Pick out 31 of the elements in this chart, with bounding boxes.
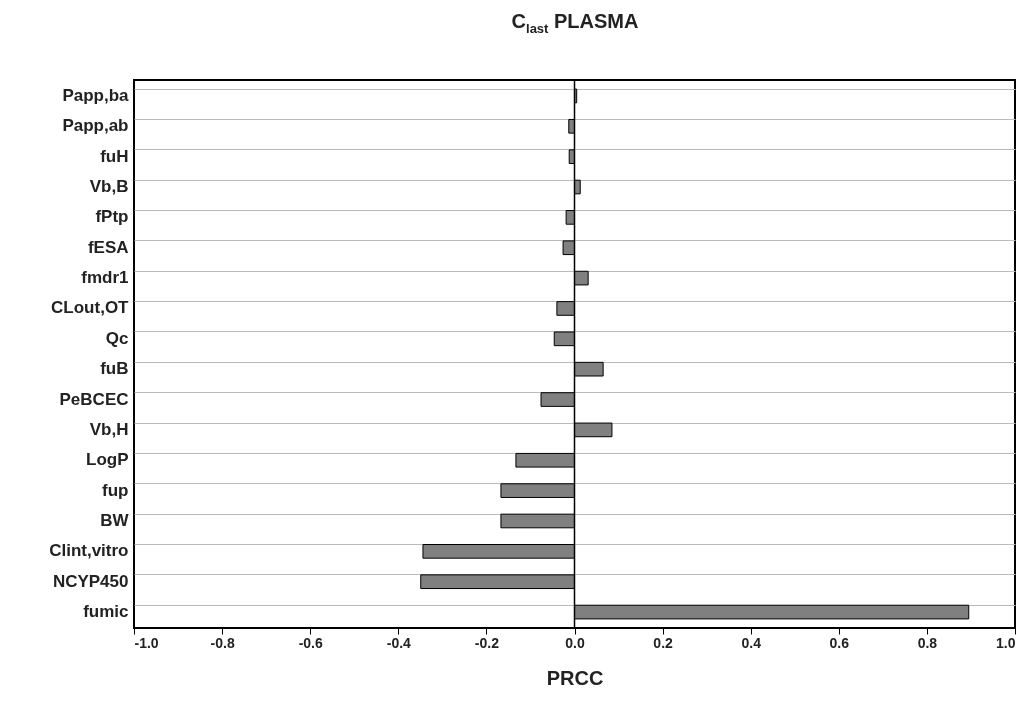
y-tick-label: fuB [100,359,129,379]
x-tick-label: 1.0 [996,634,1016,651]
y-tick-label: Clint,vitro [49,541,129,561]
x-tick-label: 0.0 [565,634,585,651]
y-tick-label: Papp,ab [62,116,129,136]
x-tick-label: -0.8 [210,634,235,651]
y-tick-label: Qc [105,328,129,348]
x-tick-label: -0.2 [474,634,500,651]
y-tick-label: Vb,B [89,177,129,197]
y-tick-label: BW [100,510,130,530]
x-tick-label: -0.6 [298,634,323,651]
x-tick-label: 0.8 [917,634,938,651]
x-tick-label: 0.4 [741,634,762,651]
y-tick-label: Papp,ba [62,85,130,105]
x-tick-label: -0.4 [386,634,412,651]
y-tick-label: PeBCEC [59,389,129,409]
x-tick-label: -1.0 [134,634,159,651]
y-tick-label: CLout,OT [51,298,130,318]
y-tick-label: fmdr1 [81,268,129,288]
y-tick-label: fESA [87,237,129,257]
x-tick-label: 0.6 [829,634,850,651]
chart-title: C$_{last}$ PLASMA [510,10,640,36]
x-tick-label: 0.2 [653,634,674,651]
y-tick-label: fumic [83,602,129,622]
y-tick-label: LogP [86,450,129,470]
y-tick-label: fuH [100,146,129,166]
y-tick-label: NCYP450 [52,571,129,591]
y-tick-label: fup [102,480,129,500]
x-axis-title: PRCC [546,666,604,689]
y-tick-label: fPtp [95,207,129,227]
y-tick-label: Vb,H [89,419,129,439]
